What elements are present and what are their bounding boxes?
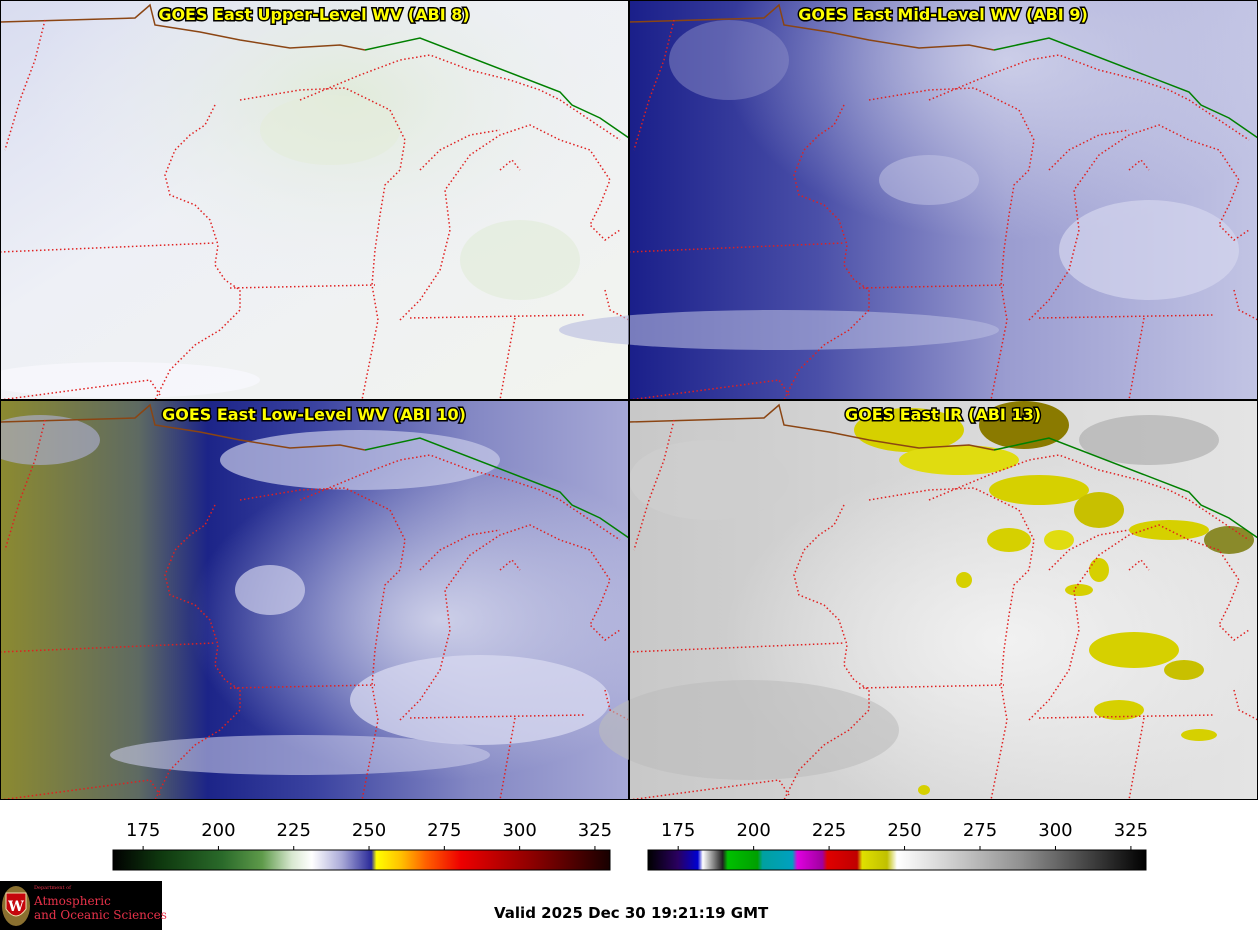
- colorbar-tick-label: 175: [661, 820, 695, 841]
- panel-title: GOES East Upper-Level WV (ABI 8): [158, 5, 469, 24]
- satellite-map-grid: GOES East Upper-Level WV (ABI 8) GOES Ea…: [0, 0, 1258, 800]
- panel-title: GOES East Low-Level WV (ABI 10): [162, 405, 466, 424]
- colorbar-tick-label: 225: [277, 820, 311, 841]
- logo-dept: Department of: [34, 885, 71, 891]
- colorbar-area: 175 200 225 250 275 300 325 175 200 225 250 275 300…: [112, 820, 1148, 871]
- colorbar-tick-label: 225: [812, 820, 846, 841]
- svg-text:W: W: [7, 899, 24, 915]
- valid-time: Valid 2025 Dec 30 19:21:19 GMT: [494, 904, 769, 922]
- colorbar-tick-label: 300: [1038, 820, 1072, 841]
- ir-colorbar: 175 200 225 250 275 300 325: [647, 820, 1148, 871]
- logo-line-atmospheric: Atmospheric: [34, 894, 111, 908]
- colorbar-tick-label: 325: [1114, 820, 1148, 841]
- colorbar-tick-label: 300: [502, 820, 536, 841]
- uw-crest-icon: W: [2, 886, 30, 926]
- uw-aos-logo: W Department of Atmospheric and Oceanic …: [0, 881, 167, 930]
- logo-line-oceanic: and Oceanic Sciences: [34, 908, 167, 922]
- panel-low-level-wv: GOES East Low-Level WV (ABI 10): [0, 400, 630, 800]
- panel-upper-level-wv: GOES East Upper-Level WV (ABI 8): [0, 0, 630, 401]
- colorbar-tick-label: 275: [963, 820, 997, 841]
- panel-title: GOES East IR (ABI 13): [845, 405, 1041, 424]
- colorbar-tick-label: 275: [427, 820, 461, 841]
- panel-mid-level-wv: GOES East Mid-Level WV (ABI 9): [559, 0, 1258, 401]
- wv-colorbar: 175 200 225 250 275 300 325: [112, 820, 612, 871]
- colorbar-tick-label: 250: [887, 820, 921, 841]
- colorbar-tick-label: 175: [126, 820, 160, 841]
- panel-title: GOES East Mid-Level WV (ABI 9): [798, 5, 1088, 24]
- colorbar-tick-label: 250: [352, 820, 386, 841]
- colorbar-tick-label: 325: [578, 820, 612, 841]
- panel-ir: GOES East IR (ABI 13): [599, 400, 1258, 800]
- colorbar-tick-label: 200: [736, 820, 770, 841]
- colorbar-tick-label: 200: [201, 820, 235, 841]
